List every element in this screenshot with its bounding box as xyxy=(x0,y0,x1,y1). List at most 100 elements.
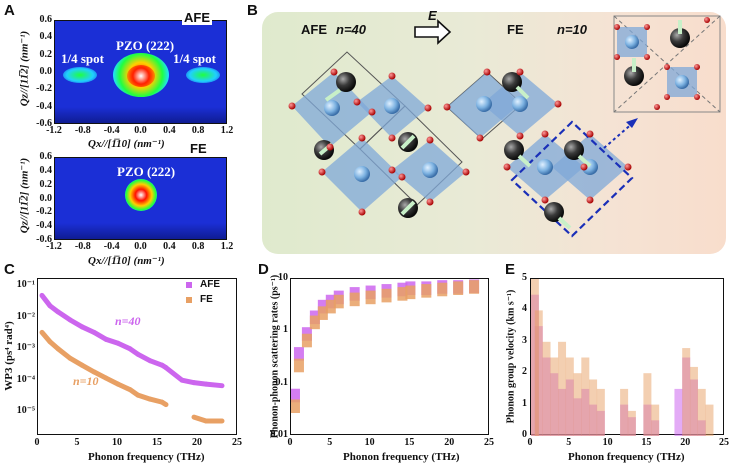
fe-main-label: PZO (222) xyxy=(117,164,176,179)
scatter-rate-fe-point xyxy=(301,333,312,348)
group-velocity-fe-point xyxy=(589,379,598,436)
panel-d-svg xyxy=(289,279,480,414)
panel-c-x-tick: 10 xyxy=(112,437,122,448)
fe-x-tick: 0.4 xyxy=(163,241,176,252)
panel-c-y-tick: 10⁻⁵ xyxy=(16,405,35,416)
fe-y-tick: -0.6 xyxy=(36,234,52,245)
afe-y-tick: -0.4 xyxy=(36,100,52,112)
panel-d-x-tick: 15 xyxy=(404,437,415,448)
b-site-ion xyxy=(476,96,492,112)
afe-right-spot-label: 1/4 spot xyxy=(173,51,216,66)
field-arrow xyxy=(414,19,452,45)
afe-lattice xyxy=(288,51,470,218)
scatter-rate-afe-point xyxy=(289,388,300,403)
b-site-ion xyxy=(324,100,340,116)
panel-d-x-tick: 10 xyxy=(364,437,375,448)
afe-y-axis-label: Qz//[11̅2] (nm⁻¹) xyxy=(18,30,31,107)
afe-y-tick: 0.2 xyxy=(39,48,53,60)
panel-d-x-tick: 25 xyxy=(484,437,494,448)
panel-d-y-tick: 0.01 xyxy=(270,429,289,440)
panel-c-x-tick: 15 xyxy=(152,437,162,448)
afe-rsm-map: PZO (222) 1/4 spot 1/4 spot xyxy=(54,20,227,124)
afe-right-quarter-spot xyxy=(186,67,220,83)
group-velocity-afe-point xyxy=(674,388,683,436)
group-velocity-fe-point xyxy=(573,373,582,436)
panel-e-svg xyxy=(530,279,714,436)
scatter-rate-fe-point xyxy=(349,292,360,307)
fe-y-tick: -0.4 xyxy=(36,220,52,232)
b-site-ion xyxy=(384,98,400,114)
fe-lattice xyxy=(443,68,638,238)
afe-main-label: PZO (222) xyxy=(116,38,175,53)
panel-e-x-tick: 15 xyxy=(641,437,652,448)
afe-main-peak-core xyxy=(127,65,155,87)
legend-fe-label: FE xyxy=(200,294,213,305)
scatter-rate-fe-point xyxy=(453,281,464,295)
scatter-rate-fe-point xyxy=(421,284,432,298)
afe-y-tick: 0.0 xyxy=(39,66,53,77)
fe-x-tick: 0.8 xyxy=(191,241,205,252)
fe-x-tick: -0.4 xyxy=(103,241,120,252)
group-velocity-fe-point xyxy=(542,341,551,436)
pb-ion xyxy=(336,72,356,92)
scatter-rate-fe-point xyxy=(437,282,448,297)
panel-c-y-tick: 10⁻³ xyxy=(16,342,35,354)
panel-c-letter: C xyxy=(4,261,15,278)
scatter-rate-fe-point xyxy=(469,280,480,294)
field-label: E xyxy=(428,8,437,23)
fe-y-tick: 0.4 xyxy=(39,164,53,176)
fe-x-tick: -0.8 xyxy=(74,241,91,252)
afe-x-tick: 0.4 xyxy=(163,125,176,136)
afe-x-axis-label: Qx//[1̅10] (nm⁻¹) xyxy=(88,138,165,150)
panel-d-y-tick: 10 xyxy=(278,272,288,283)
afe-x-tick: -0.4 xyxy=(103,125,120,136)
b-site-ion xyxy=(512,96,528,112)
panel-c-y-tick: 10⁻² xyxy=(16,310,35,322)
panel-c-x-tick: 25 xyxy=(232,437,242,448)
n10-annotation: n=10 xyxy=(73,374,99,388)
group-velocity-fe-point xyxy=(558,341,567,436)
fe-structure-label: FE xyxy=(507,22,524,37)
wp3-fe-segment xyxy=(159,399,169,408)
fe-y-tick: 0.6 xyxy=(39,151,53,162)
scatter-rate-fe-point xyxy=(333,294,344,309)
afe-x-tick: -1.2 xyxy=(46,125,62,136)
panel-d-y-tick: 0.1 xyxy=(275,376,289,388)
group-velocity-fe-point xyxy=(565,357,574,436)
group-velocity-fe-point xyxy=(705,404,714,436)
panel-e-y-tick: 2 xyxy=(522,366,527,378)
scatter-rate-fe-point xyxy=(317,306,328,320)
panel-e-x-tick: 25 xyxy=(719,437,729,448)
panel-e-y-tick: 4 xyxy=(522,303,527,315)
scatter-rate-fe-point xyxy=(289,399,300,414)
legend-fe-marker xyxy=(186,297,192,303)
scatter-rate-fe-point xyxy=(325,299,336,314)
fe-x-axis-label: Qx//[1̅10] (nm⁻¹) xyxy=(88,255,165,267)
panel-e-y-label: Phonon group velocity (km s⁻¹) xyxy=(505,289,517,424)
panel-e-x-tick: 5 xyxy=(566,437,572,448)
afe-left-spot-label: 1/4 spot xyxy=(61,51,104,66)
panel-d-plot-area xyxy=(289,278,489,435)
panel-e-y-tick: 5 xyxy=(522,272,527,283)
fe-y-tick: 0.2 xyxy=(39,178,53,190)
panel-c-svg xyxy=(39,292,225,424)
b-site-ion xyxy=(422,162,438,178)
panel-d-x-tick: 20 xyxy=(444,437,455,448)
group-velocity-fe-point xyxy=(581,357,590,436)
pb-ion xyxy=(504,140,524,160)
fe-inset-cell xyxy=(613,15,721,113)
group-velocity-fe-point xyxy=(697,388,706,436)
scatter-rate-fe-point xyxy=(365,290,376,305)
panel-d-y-tick: 1 xyxy=(283,324,288,336)
afe-y-tick: 0.4 xyxy=(39,31,53,43)
panel-c-plot-area xyxy=(37,278,237,435)
b-site-ion xyxy=(354,166,370,182)
b-site-ion xyxy=(537,159,553,175)
afe-bottom-shade xyxy=(55,107,226,123)
pb-ion xyxy=(564,140,584,160)
panel-c-x-label: Phonon frequency (THz) xyxy=(88,451,205,463)
group-velocity-fe-point xyxy=(534,310,543,436)
afe-n-label: n=40 xyxy=(336,22,366,37)
panel-d-x-label: Phonon frequency (THz) xyxy=(343,451,460,463)
afe-y-tick: -0.6 xyxy=(36,118,52,129)
